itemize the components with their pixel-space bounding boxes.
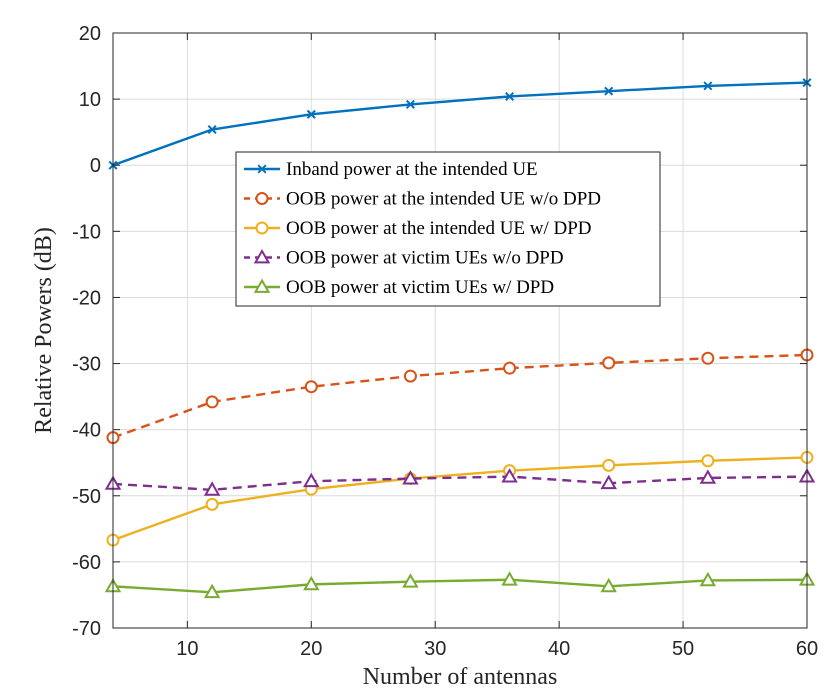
data-point	[303, 472, 320, 488]
data-point	[304, 380, 318, 394]
data-point	[505, 91, 515, 101]
x-tick-label: 40	[548, 638, 570, 660]
x-tick-label: 20	[300, 638, 322, 660]
legend-label: OOB power at victim UEs w/ DPD	[286, 277, 554, 298]
data-point	[503, 361, 517, 375]
data-point	[306, 109, 316, 119]
y-tick-label: -50	[72, 486, 101, 508]
legend-label: OOB power at the intended UE w/ DPD	[286, 218, 592, 239]
data-point	[602, 458, 616, 472]
series-line	[112, 81, 808, 167]
y-tick-label: -30	[72, 354, 101, 376]
x-axis-title: Number of antennas	[363, 664, 558, 690]
legend-label: Inband power at the intended UE	[286, 159, 538, 180]
legend-item: OOB power at the intended UE w/o DPD	[244, 189, 601, 210]
y-tick-label: 0	[90, 155, 101, 177]
y-tick-label: -70	[72, 618, 101, 640]
legend-item: Inband power at the intended UE	[244, 159, 538, 180]
series-line	[112, 578, 808, 594]
data-point	[402, 573, 419, 588]
y-tick-label: 10	[79, 89, 101, 111]
triangle-icon	[253, 248, 271, 264]
axis-ticks: 10 20 30 40 50 60 -70 -60 -50 -40 -30 -20 -10 0 10 20	[72, 23, 818, 660]
data-point	[501, 468, 518, 483]
legend-label: OOB power at the intended UE w/o DPD	[286, 189, 601, 210]
legend-box	[235, 151, 661, 307]
series-4	[104, 468, 816, 496]
data-point	[205, 395, 219, 409]
data-point	[207, 125, 217, 135]
y-tick-label: -40	[72, 420, 101, 442]
y-tick-label: 20	[79, 23, 101, 45]
data-point	[600, 577, 617, 593]
triangle-icon	[253, 278, 271, 293]
data-point	[203, 481, 221, 496]
x-icon	[257, 164, 267, 174]
legend-item: OOB power at the intended UE w/ DPD	[244, 218, 592, 239]
y-tick-label: -10	[72, 221, 101, 243]
y-tick-label: -20	[72, 287, 101, 309]
data-point	[699, 469, 717, 484]
data-point	[405, 99, 415, 109]
series-line	[112, 456, 808, 542]
y-axis-title: Relative Powers (dB)	[31, 227, 57, 434]
data-point	[699, 571, 717, 587]
data-point	[303, 575, 320, 591]
legend-item: OOB power at victim UEs w/o DPD	[244, 248, 564, 269]
data-point	[703, 81, 713, 91]
circle-icon	[255, 221, 269, 235]
data-point	[602, 356, 616, 370]
series-line	[112, 475, 808, 492]
plot-area-frame	[112, 32, 808, 629]
x-tick-label: 30	[424, 638, 446, 660]
data-point	[205, 497, 219, 511]
x-tick-label: 50	[672, 638, 694, 660]
data-point	[403, 369, 417, 383]
series-2	[106, 348, 814, 445]
legend-label: OOB power at victim UEs w/o DPD	[286, 248, 564, 269]
data-point	[501, 571, 518, 586]
data-point	[402, 470, 419, 485]
series-layer	[104, 78, 816, 599]
legend-item: OOB power at victim UEs w/ DPD	[244, 277, 554, 298]
data-point	[604, 86, 614, 96]
x-tick-label: 60	[796, 638, 818, 660]
data-point	[701, 454, 715, 468]
data-point	[203, 583, 221, 599]
series-line	[112, 353, 808, 439]
x-tick-label: 10	[176, 638, 198, 660]
series-5	[104, 571, 816, 599]
legend: Inband power at the intended UE OOB power…	[235, 151, 661, 307]
data-point	[600, 474, 617, 490]
y-tick-label: -60	[72, 552, 101, 574]
data-point	[701, 351, 715, 365]
circle-icon	[255, 192, 269, 205]
